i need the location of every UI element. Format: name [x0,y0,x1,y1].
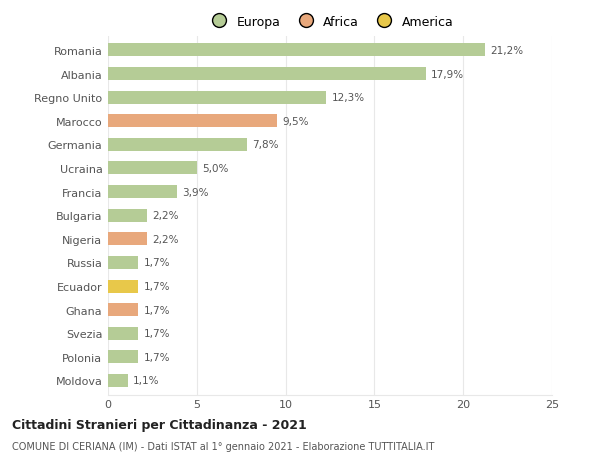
Text: Cittadini Stranieri per Cittadinanza - 2021: Cittadini Stranieri per Cittadinanza - 2… [12,418,307,431]
Text: 2,2%: 2,2% [152,211,179,221]
Bar [108,162,197,175]
Bar [108,374,128,387]
Text: 1,7%: 1,7% [143,305,170,315]
Bar [108,327,138,340]
Bar [108,45,485,57]
Text: COMUNE DI CERIANA (IM) - Dati ISTAT al 1° gennaio 2021 - Elaborazione TUTTITALIA: COMUNE DI CERIANA (IM) - Dati ISTAT al 1… [12,441,434,451]
Text: 3,9%: 3,9% [182,187,209,197]
Bar [108,91,326,105]
Text: 2,2%: 2,2% [152,234,179,244]
Text: 1,7%: 1,7% [143,329,170,338]
Bar [108,257,138,269]
Bar [108,68,426,81]
Text: 12,3%: 12,3% [332,93,365,103]
Text: 7,8%: 7,8% [252,140,278,150]
Bar [108,303,138,316]
Text: 21,2%: 21,2% [490,46,523,56]
Text: 1,7%: 1,7% [143,258,170,268]
Legend: Europa, Africa, America: Europa, Africa, America [202,11,458,34]
Bar [108,233,147,246]
Text: 1,7%: 1,7% [143,281,170,291]
Text: 1,1%: 1,1% [133,375,160,386]
Bar [108,115,277,128]
Bar [108,209,147,222]
Bar [108,186,177,199]
Bar [108,280,138,293]
Bar [108,139,247,151]
Text: 1,7%: 1,7% [143,352,170,362]
Bar [108,351,138,364]
Text: 9,5%: 9,5% [282,117,308,127]
Text: 17,9%: 17,9% [431,69,464,79]
Text: 5,0%: 5,0% [202,163,229,174]
